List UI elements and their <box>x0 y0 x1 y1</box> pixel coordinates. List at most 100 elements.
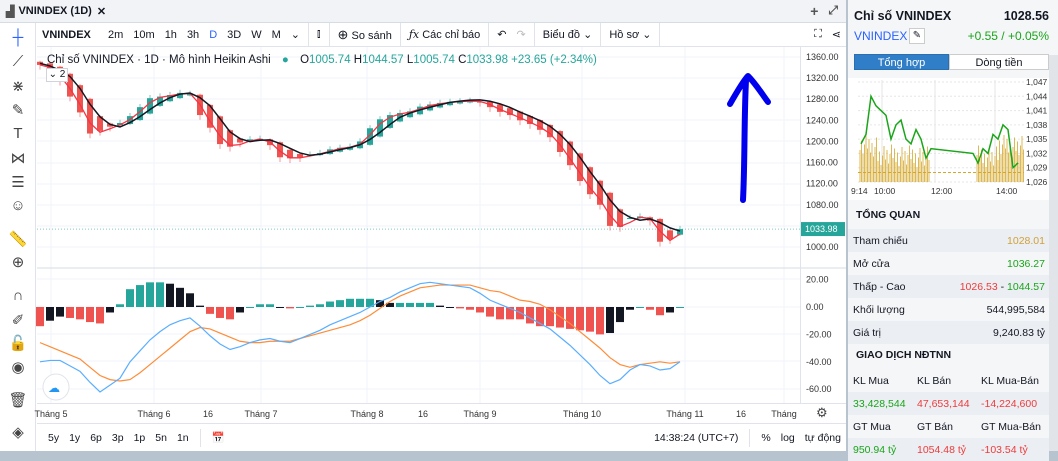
high-value: 1044.57 <box>362 54 404 66</box>
profile-dropdown[interactable]: Hồ sơ ⌄ <box>609 29 652 41</box>
magnet-icon[interactable]: ∩ <box>12 287 24 304</box>
interval-2m[interactable]: 2m <box>108 28 124 41</box>
mini-y-label: 1,032 <box>1026 148 1048 158</box>
lock-drawing-icon[interactable]: ✐ <box>11 312 25 329</box>
candle-style-icon[interactable]: ⫾ <box>316 28 321 40</box>
macd-histogram-bar <box>626 307 634 310</box>
brush-icon[interactable]: ✎ <box>11 102 25 119</box>
macd-histogram-bar <box>486 307 494 317</box>
candle-body <box>277 142 283 158</box>
range-5y[interactable]: 5y <box>48 431 60 444</box>
fib-icon[interactable]: ⋇ <box>11 78 25 95</box>
share-icon[interactable]: ⋖ <box>831 29 841 41</box>
fullscreen-icon[interactable]: ⛶ <box>814 28 822 40</box>
collapse-indicators-button[interactable]: ⌄ 2 <box>46 68 68 82</box>
annotation-arrow <box>727 73 771 203</box>
panel-symbol[interactable]: VNINDEX <box>854 29 908 43</box>
price-axis[interactable] <box>800 47 846 403</box>
emoji-icon[interactable]: ☺ <box>10 197 26 214</box>
chevron-down-icon[interactable]: ⌄ <box>290 29 300 41</box>
low-value: 1005.74 <box>413 54 455 66</box>
candle-body <box>237 138 243 143</box>
range-1p[interactable]: 1p <box>133 431 146 444</box>
lock-icon[interactable]: 🔓 <box>8 335 28 352</box>
trendline-icon[interactable]: ⟋ <box>12 53 24 70</box>
panel-scrollbar[interactable] <box>1049 55 1058 451</box>
interval-M[interactable]: M <box>271 28 281 41</box>
x-tick-label: Tháng 5 <box>34 409 68 419</box>
price-chart[interactable]: 1360.00 1320.00 1280.00 1240.00 1200.00 1160.… <box>0 0 846 451</box>
candle-body <box>177 92 183 99</box>
interval-3h[interactable]: 3h <box>186 28 200 41</box>
interval-10m[interactable]: 10m <box>133 28 155 41</box>
add-icon[interactable]: + <box>810 3 819 19</box>
undo-icon[interactable]: ↶ <box>497 29 507 41</box>
chart-legend: Chỉ số VNINDEX · 1D · Mô hình Heikin Ash… <box>47 54 597 66</box>
chart-tab[interactable]: ▟ VNINDEX (1D) ✕ + ⤢ <box>0 0 846 23</box>
status-dot-icon: ● <box>281 54 289 66</box>
tab-money-flow[interactable]: Dòng tiền <box>949 54 1049 70</box>
pattern-icon[interactable]: ⋈ <box>10 150 26 167</box>
text-icon[interactable]: T <box>13 125 23 142</box>
interval-1h[interactable]: 1h <box>164 28 177 41</box>
top-toolbar: VNINDEX 2m 10m 1h 3h D 3D W M ⌄ ⫾ ⊕ So sánh ƒx … <box>37 22 846 47</box>
interval-W[interactable]: W <box>251 28 262 41</box>
ruler-icon[interactable]: 📏 <box>8 231 28 248</box>
symbol-search[interactable]: VNINDEX <box>42 28 91 41</box>
crosshair-icon[interactable]: ┼ <box>12 29 24 46</box>
price-tick-label: 1240.00 <box>806 115 839 125</box>
candle-body <box>577 153 583 182</box>
close-label: C <box>458 54 467 66</box>
macd-histogram-bar <box>146 282 154 307</box>
row-value: 1036.27 <box>1007 257 1045 270</box>
range-1y[interactable]: 1y <box>69 431 81 444</box>
range-6p[interactable]: 6p <box>90 431 102 444</box>
macd-histogram-bar <box>276 307 284 308</box>
x-tick-label: Tháng 9 <box>463 409 497 419</box>
candle-body <box>97 116 103 131</box>
close-tab-button[interactable]: ✕ <box>96 5 107 18</box>
macd-histogram-bar <box>606 307 614 334</box>
panel-change: +0.55 / +0.05% <box>967 29 1049 43</box>
macd-histogram-bar <box>126 289 134 307</box>
tab-summary[interactable]: Tổng hợp <box>854 54 949 70</box>
layers-icon[interactable]: ◈ <box>12 424 24 441</box>
settings-gear-icon[interactable]: ⚙ <box>816 405 828 420</box>
auto-scale-toggle[interactable]: tự động <box>804 431 841 444</box>
redo-icon[interactable]: ↷ <box>516 29 526 41</box>
range-5n[interactable]: 5n <box>155 431 167 444</box>
time-axis[interactable]: Tháng 5 Tháng 6 16 Tháng 7 Tháng 8 16 Tháng 9 T… <box>34 403 846 423</box>
interval-3D[interactable]: 3D <box>227 28 242 41</box>
log-toggle[interactable]: log <box>780 431 795 444</box>
trash-icon[interactable]: 🗑 <box>8 392 28 409</box>
panel-price: 1028.56 <box>1003 9 1049 23</box>
x-tick-label: Tháng <box>771 409 797 419</box>
mini-x-label: 14:00 <box>996 186 1018 196</box>
fx-icon: ƒx <box>408 28 420 41</box>
mini-y-label: 1,026 <box>1026 177 1048 187</box>
macd-histogram-bar <box>86 307 94 323</box>
overview-row: Khối lượng 544,995,584 <box>848 298 1049 321</box>
x-tick-label: Tháng 11 <box>666 409 704 419</box>
range-1n[interactable]: 1n <box>176 431 189 444</box>
compare-button[interactable]: ⊕ So sánh <box>333 27 397 43</box>
mini-y-label: 1,038 <box>1026 120 1048 130</box>
edit-pencil-icon[interactable]: ✎ <box>909 28 925 44</box>
macd-histogram-bar <box>386 302 394 307</box>
candle-body <box>507 108 513 116</box>
indicators-button[interactable]: ƒx Các chỉ báo <box>404 28 485 41</box>
chart-type-dropdown[interactable]: Biểu đồ ⌄ <box>542 29 593 41</box>
range-3p[interactable]: 3p <box>111 431 124 444</box>
zoom-icon[interactable]: ⊕ <box>11 254 25 271</box>
eye-icon[interactable]: ◉ <box>11 359 25 376</box>
percent-toggle[interactable]: % <box>761 431 771 444</box>
expand-icon[interactable]: ⤢ <box>828 3 838 17</box>
macd-histogram-bar <box>476 307 484 313</box>
interval-D[interactable]: D <box>209 28 218 41</box>
macd-histogram-bar <box>196 305 204 307</box>
calendar-icon[interactable]: 📅 <box>211 432 225 444</box>
macd-histogram-bar <box>156 282 164 307</box>
foreign-title: GIAO DỊCH NĐTNN <box>856 349 952 361</box>
mini-y-label: 1,041 <box>1026 106 1048 116</box>
prediction-icon[interactable]: ☰ <box>11 174 25 191</box>
